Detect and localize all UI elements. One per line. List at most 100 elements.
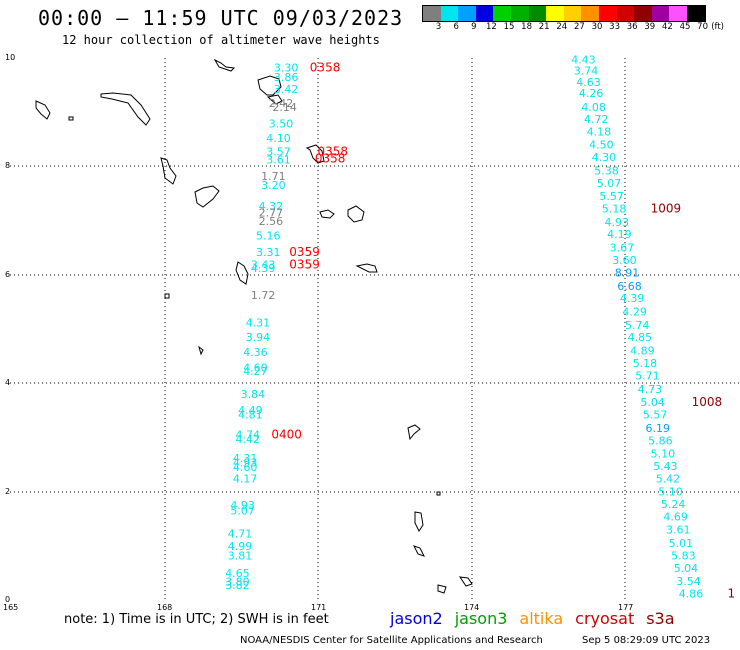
wave-height-label: 4.71: [228, 528, 253, 541]
wave-height-label: 5.43: [653, 460, 678, 473]
wave-height-label: 4.93: [233, 457, 258, 470]
island: [319, 209, 335, 219]
wave-height-label: 5.24: [661, 498, 686, 511]
color-scale-label: 18: [521, 22, 533, 32]
wave-height-label: 5.42: [656, 472, 681, 485]
color-scale-label: 21: [538, 22, 550, 32]
island: [100, 92, 151, 126]
pass-time-label: 0400: [271, 428, 302, 442]
wave-height-label: 5.86: [648, 434, 673, 447]
color-scale-label: 30: [591, 22, 603, 32]
wave-height-label: 5.57: [643, 408, 668, 421]
color-scale-label: 27: [573, 22, 585, 32]
island: [235, 261, 249, 285]
island: [198, 345, 204, 356]
wave-height-label: 3.84: [241, 388, 266, 401]
color-scale-label: 24: [556, 22, 568, 32]
wave-height-label: 4.39: [251, 262, 276, 275]
wave-height-label: 1.72: [251, 289, 276, 302]
color-swatch: [581, 6, 599, 21]
color-scale-label: 70: [697, 22, 709, 32]
island: [413, 545, 425, 557]
wave-height-label: 3.50: [269, 117, 294, 130]
footer-note: note: 1) Time is in UTC; 2) SWH is in fe…: [64, 612, 329, 627]
wave-height-label: 4.50: [589, 139, 614, 152]
wave-height-label: 4.63: [576, 76, 601, 89]
wave-height-label: 3.57: [266, 146, 291, 159]
x-tick-label: 171: [311, 603, 327, 612]
wave-height-label: 5.07: [597, 177, 622, 190]
color-swatch: [528, 6, 547, 21]
wave-height-label: 4.99: [228, 540, 253, 553]
color-scale-label: 6: [453, 22, 459, 32]
wave-height-label: 6.68: [617, 280, 642, 293]
wave-height-label: 3.80: [225, 575, 250, 588]
wave-height-label: 5.04: [640, 396, 665, 409]
wave-height-label: 5.10: [651, 448, 676, 461]
color-swatch: [493, 6, 511, 21]
wave-height-label: 3.54: [676, 575, 701, 588]
color-scale-label: 15: [503, 22, 515, 32]
wave-height-label: 3.42: [274, 83, 299, 96]
color-swatch: [458, 6, 476, 21]
wave-height-label: 2.56: [259, 215, 284, 228]
wave-height-label: 3.81: [228, 549, 253, 562]
wave-height-label: 4.42: [236, 433, 261, 446]
satellite-s3a: s3a: [646, 609, 675, 628]
wave-height-label: 5.16: [256, 230, 281, 243]
wave-height-label: 5.07: [230, 504, 255, 517]
wave-height-label: 5.18: [633, 357, 658, 370]
island: [305, 144, 325, 164]
color-swatch: [669, 6, 687, 21]
map-subtitle: 12 hour collection of altimeter wave hei…: [62, 33, 380, 47]
satellite-cryosat: cryosat: [575, 609, 635, 628]
wave-height-label: 4.32: [259, 200, 284, 213]
color-swatch: [598, 6, 617, 21]
wave-height-label: 4.29: [622, 305, 647, 318]
y-tick-label: 4: [5, 378, 11, 387]
wave-height-label: 5.83: [671, 549, 696, 562]
wave-height-label: 4.18: [587, 126, 612, 139]
island: [347, 205, 365, 223]
wave-height-label: 4.93: [230, 499, 255, 512]
color-scale-label: 45: [679, 22, 691, 32]
wave-height-label: 3.20: [261, 179, 286, 192]
wave-height-label: 4.74: [236, 429, 261, 442]
color-scale-label: 39: [644, 22, 656, 32]
color-swatch: [510, 6, 529, 21]
wave-height-label: 4.36: [243, 346, 268, 359]
island: [35, 100, 51, 120]
wave-height-label: 4.72: [584, 113, 609, 126]
wave-height-label: 6.19: [646, 422, 671, 435]
island: [213, 58, 236, 72]
observation-layer: 3.303.863.422.422.143.504.103.573.611.71…: [225, 53, 735, 600]
island: [355, 263, 378, 273]
wave-height-label: 4.10: [266, 132, 291, 145]
island-outlines: [35, 58, 473, 594]
wave-height-label: 4.31: [233, 452, 258, 465]
island: [266, 94, 283, 105]
satellite-legend: jason2 jason3 altika cryosat s3a: [390, 609, 687, 628]
wave-height-label: 4.69: [663, 510, 688, 523]
island: [437, 584, 447, 594]
y-tick-label: 6: [5, 270, 11, 279]
color-scale-labels: 3 6 9 12 15 18 21 24 27 30 33 36 39 42 45 70 (ft): [422, 22, 740, 34]
color-swatch: [686, 6, 705, 21]
island: [407, 424, 421, 441]
wave-height-label: 4.81: [238, 408, 263, 421]
wave-height-label: 3.61: [266, 154, 291, 167]
color-scale-label: 33: [609, 22, 621, 32]
wave-height-label: 3.61: [666, 523, 691, 536]
wave-height-label: 5.71: [635, 369, 660, 382]
wave-height-label: 5.57: [599, 190, 624, 203]
color-swatch: [546, 6, 564, 21]
wave-height-label: 4.39: [620, 292, 645, 305]
satellite-altika: altika: [519, 609, 564, 628]
island: [458, 576, 473, 587]
island: [160, 157, 177, 185]
island: [164, 293, 170, 299]
y-tick-label: 0: [5, 595, 11, 604]
wave-height-label: 4.73: [638, 383, 663, 396]
wave-height-label: 4.08: [581, 101, 606, 114]
